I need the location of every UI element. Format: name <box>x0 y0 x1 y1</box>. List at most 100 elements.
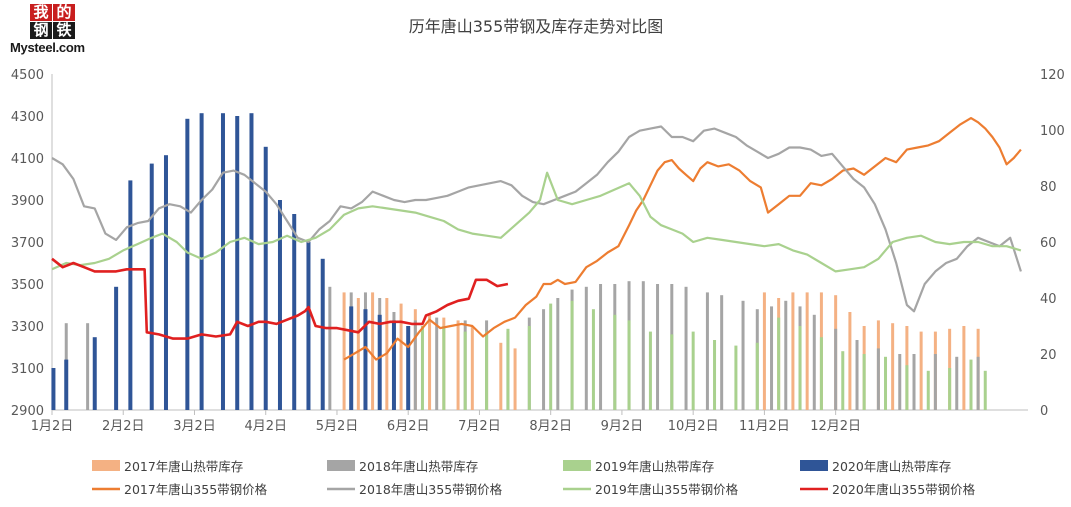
bar <box>86 323 90 410</box>
y-left-tick-label: 3900 <box>11 194 44 209</box>
y-right-tick-label: 120 <box>1040 68 1065 83</box>
y-left-tick-label: 3300 <box>11 320 44 335</box>
bar <box>542 309 546 410</box>
bar <box>862 354 866 410</box>
y-right-tick-label: 100 <box>1040 124 1065 139</box>
bar <box>948 368 952 410</box>
bar <box>406 326 411 410</box>
bar <box>377 314 382 410</box>
bar <box>527 326 531 410</box>
bar <box>64 359 69 410</box>
bar <box>399 303 403 410</box>
bar <box>51 368 56 410</box>
bar <box>884 356 888 410</box>
bar <box>363 309 368 410</box>
bar <box>762 292 766 410</box>
y-left-tick-label: 3700 <box>11 236 44 251</box>
bar <box>713 340 717 410</box>
x-tick-label: 7月2日 <box>458 419 501 434</box>
bar <box>898 354 902 410</box>
bar <box>705 292 709 410</box>
bar <box>983 370 987 410</box>
y-right-tick-label: 0 <box>1040 404 1048 419</box>
bar <box>670 334 674 410</box>
bar <box>549 303 553 410</box>
bar-series <box>51 113 411 411</box>
chart-title: 历年唐山355带钢及库存走势对比图 <box>409 17 664 36</box>
x-tick-label: 4月2日 <box>244 419 287 434</box>
bar <box>969 359 973 410</box>
bar <box>499 342 503 410</box>
bar <box>905 365 909 410</box>
logo-char: 铁 <box>53 22 75 39</box>
inventory-bars <box>51 113 987 411</box>
bar <box>485 331 489 410</box>
bar <box>149 163 154 410</box>
bar <box>470 326 474 410</box>
bar <box>777 317 781 410</box>
bar <box>591 309 595 410</box>
bar <box>834 328 838 410</box>
bar <box>320 258 325 410</box>
bar <box>342 292 346 410</box>
x-tick-label: 9月2日 <box>601 419 644 434</box>
x-tick-label: 6月2日 <box>387 419 430 434</box>
y-right-tick-label: 20 <box>1040 348 1057 363</box>
bar <box>456 320 460 410</box>
bar <box>641 281 645 410</box>
logo-char: 钢 <box>30 22 52 39</box>
bar <box>933 354 937 410</box>
bar <box>648 331 652 410</box>
legend-label: 2017年唐山热带库存 <box>124 459 243 474</box>
x-tick-label: 3月2日 <box>173 419 216 434</box>
bar <box>876 348 880 410</box>
bar <box>199 113 204 410</box>
bar <box>428 314 432 410</box>
bar <box>249 113 254 410</box>
bar <box>755 342 759 410</box>
legend-label: 2020年唐山355带钢价格 <box>832 482 976 497</box>
bar <box>691 331 695 410</box>
bar <box>919 331 923 410</box>
y-right-tick-label: 40 <box>1040 292 1057 307</box>
price-line <box>51 125 1022 313</box>
y-left-tick-label: 4300 <box>11 110 44 125</box>
bar <box>328 286 332 410</box>
legend-swatch <box>800 460 828 471</box>
bar <box>976 356 980 410</box>
bar <box>371 292 375 410</box>
x-tick-label: 1月2日 <box>31 419 74 434</box>
logo-characters: 我 的 钢 铁 <box>30 4 75 39</box>
bar <box>841 351 845 410</box>
logo-char: 我 <box>30 4 52 21</box>
bar <box>435 317 439 410</box>
bar <box>556 298 560 410</box>
bar <box>506 328 510 410</box>
legend-label: 2019年唐山热带库存 <box>595 459 714 474</box>
y-left-tick-label: 3100 <box>11 362 44 377</box>
bar <box>955 356 959 410</box>
price-line <box>51 171 1022 273</box>
axes: 2900 3100 3300 3500 3700 3900 4100 4300 4500 0 20 4… <box>11 68 1065 434</box>
bar <box>891 323 895 410</box>
bar <box>163 155 168 410</box>
bar <box>235 116 240 410</box>
bar <box>770 306 774 410</box>
bar <box>805 292 809 410</box>
bar <box>263 146 268 411</box>
bar <box>306 242 311 410</box>
bar <box>819 337 823 410</box>
bar <box>855 340 859 410</box>
bar <box>220 113 225 410</box>
bar <box>114 286 119 410</box>
bar <box>356 298 360 410</box>
x-tick-label: 11月2日 <box>739 419 790 434</box>
bar <box>684 286 688 410</box>
price-line <box>343 117 1022 361</box>
bar <box>277 200 282 410</box>
bar <box>584 286 588 410</box>
bar <box>391 320 396 410</box>
x-tick-label: 5月2日 <box>316 419 359 434</box>
bar <box>128 180 133 410</box>
legend-label: 2020年唐山热带库存 <box>832 459 951 474</box>
